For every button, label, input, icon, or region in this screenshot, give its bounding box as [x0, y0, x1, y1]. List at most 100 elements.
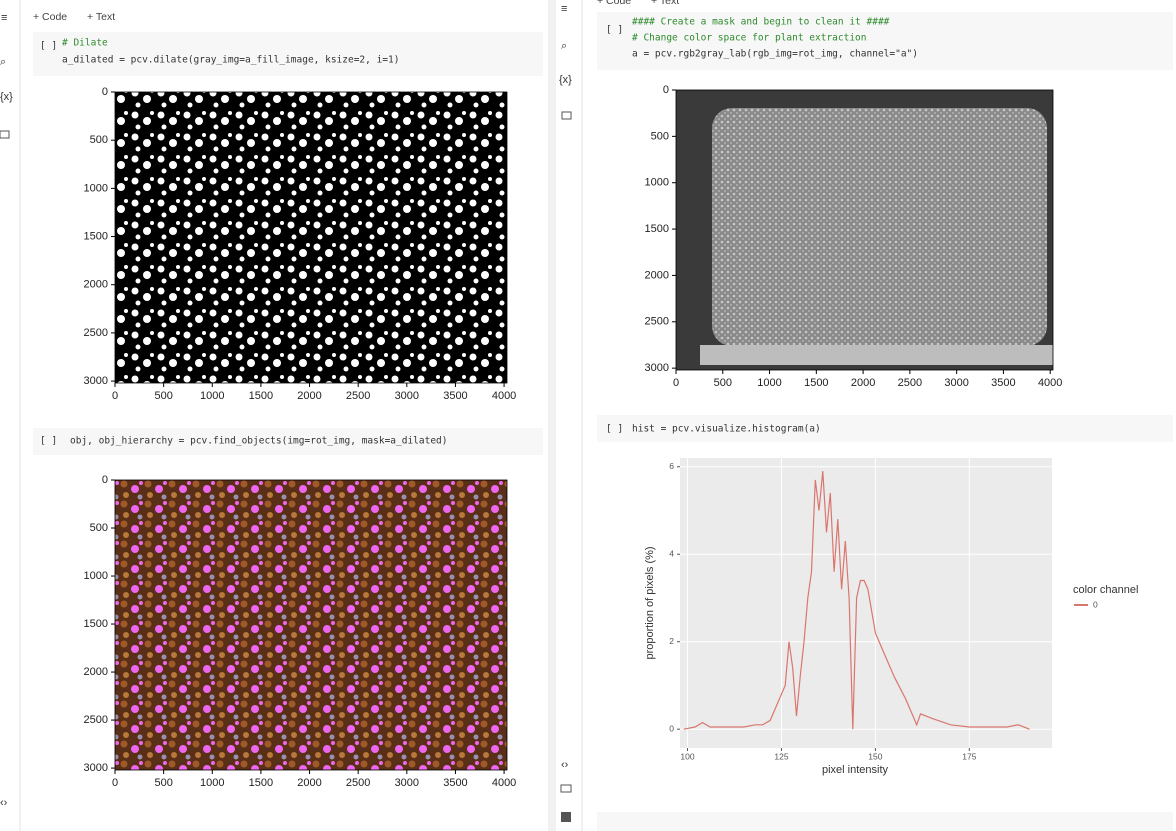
panel-divider [548, 0, 556, 831]
y-tick-label: 1500 [645, 223, 669, 235]
x-tick-label: 1000 [200, 390, 224, 402]
x-tick-label: 2000 [297, 777, 321, 789]
y-tick-label: 2500 [84, 327, 108, 339]
y-tick-label: 1000 [645, 177, 669, 189]
x-tick-label: 150 [868, 751, 882, 761]
y-tick-label: 3000 [645, 362, 669, 374]
y-tick-label: 2500 [645, 316, 669, 328]
code-cell[interactable] [597, 12, 1173, 70]
terminal-icon[interactable] [560, 784, 572, 793]
y-tick-label: 0 [102, 86, 108, 98]
cell-prompt[interactable]: [ ] [606, 25, 623, 36]
y-tick-label: 1500 [84, 618, 108, 630]
menu-icon[interactable]: ≡ [561, 3, 567, 15]
x-tick-label: 500 [154, 777, 172, 789]
x-tick-label: 4000 [1038, 377, 1062, 389]
x-tick-label: 4000 [492, 390, 516, 402]
y-tick-label: 500 [651, 130, 669, 142]
x-tick-label: 100 [680, 751, 694, 761]
x-tick-label: 1500 [804, 377, 828, 389]
y-axis-label: proportion of pixels (%) [644, 546, 656, 659]
y-tick-label: 0 [663, 84, 669, 96]
y-tick-label: 0 [102, 474, 108, 486]
code-cell[interactable] [33, 32, 543, 76]
x-tick-label: 2500 [346, 390, 370, 402]
variables-icon[interactable]: {x} [0, 91, 13, 103]
code-cell[interactable] [33, 428, 543, 455]
y-tick-label: 2000 [84, 666, 108, 678]
code-icon[interactable]: ‹› [561, 759, 569, 771]
y-tick-label: 2 [669, 636, 674, 646]
y-tick-label: 6 [669, 461, 674, 471]
y-tick-label: 500 [90, 522, 108, 534]
panel-icon[interactable] [561, 812, 571, 822]
y-tick-label: 2000 [84, 279, 108, 291]
image-output [115, 480, 507, 770]
add-code-button[interactable]: + Code [33, 11, 67, 23]
x-tick-label: 3500 [443, 390, 467, 402]
cell-prompt[interactable]: [ ] [606, 424, 623, 435]
x-axis-label: pixel intensity [822, 764, 889, 776]
code-icon[interactable]: ‹› [0, 797, 8, 809]
x-tick-label: 1000 [200, 777, 224, 789]
files-icon[interactable] [0, 130, 10, 139]
y-tick-label: 1000 [84, 182, 108, 194]
y-tick-label: 0 [669, 723, 674, 733]
y-tick-label: 2000 [645, 269, 669, 281]
y-tick-label: 1000 [84, 570, 108, 582]
cell-prompt[interactable]: [ ] [40, 41, 57, 52]
image-tray [712, 108, 1047, 346]
x-tick-label: 1000 [757, 377, 781, 389]
y-tick-label: 500 [90, 134, 108, 146]
add-code-button[interactable]: + Code [597, 0, 631, 7]
x-tick-label: 3000 [395, 390, 419, 402]
image-output [115, 92, 507, 383]
x-tick-label: 125 [774, 751, 788, 761]
cell-prompt[interactable]: [ ] [40, 436, 57, 447]
legend-title: color channel [1073, 584, 1138, 596]
menu-icon[interactable]: ≡ [1, 12, 7, 24]
x-tick-label: 3000 [395, 777, 419, 789]
x-tick-label: 2500 [898, 377, 922, 389]
plot-panel [680, 458, 1052, 748]
code-line: # Dilate [62, 38, 108, 49]
x-tick-label: 3500 [443, 777, 467, 789]
y-tick-label: 3000 [84, 762, 108, 774]
x-tick-label: 2500 [346, 777, 370, 789]
x-tick-label: 1500 [249, 390, 273, 402]
code-line: a = pcv.rgb2gray_lab(rgb_img=rot_img, ch… [632, 49, 918, 60]
add-text-button[interactable]: + Text [651, 0, 679, 7]
search-icon[interactable]: ⌕ [561, 40, 567, 52]
code-cell[interactable] [597, 415, 1173, 442]
code-line: a_dilated = pcv.dilate(gray_img=a_fill_i… [62, 55, 399, 66]
x-tick-label: 175 [962, 751, 976, 761]
image-tray-edge [700, 345, 1053, 365]
y-tick-label: 1500 [84, 230, 108, 242]
y-tick-label: 4 [669, 548, 674, 558]
x-tick-label: 0 [112, 777, 118, 789]
x-tick-label: 0 [112, 390, 118, 402]
axes-frame [675, 89, 1054, 371]
legend-label: 0 [1093, 599, 1098, 609]
add-text-button[interactable]: + Text [87, 11, 115, 23]
x-tick-label: 500 [714, 377, 732, 389]
x-tick-label: 500 [154, 390, 172, 402]
x-tick-label: 2000 [297, 390, 321, 402]
code-line: obj, obj_hierarchy = pcv.find_objects(im… [70, 436, 448, 447]
search-icon[interactable]: ⌕ [0, 56, 6, 68]
code-line: hist = pcv.visualize.histogram(a) [632, 424, 821, 435]
code-line: #### Create a mask and begin to clean it… [632, 17, 890, 28]
x-tick-label: 3000 [944, 377, 968, 389]
x-tick-label: 1500 [249, 777, 273, 789]
axes-frame [114, 91, 508, 384]
histogram-line [683, 471, 1030, 730]
code-line: # Change color space for plant extractio… [632, 33, 867, 44]
x-tick-label: 4000 [492, 777, 516, 789]
files-icon[interactable] [561, 111, 572, 120]
x-tick-label: 3500 [991, 377, 1015, 389]
x-tick-label: 2000 [851, 377, 875, 389]
variables-icon[interactable]: {x} [559, 74, 572, 86]
y-tick-label: 3000 [84, 375, 108, 387]
next-cell[interactable] [597, 812, 1173, 831]
